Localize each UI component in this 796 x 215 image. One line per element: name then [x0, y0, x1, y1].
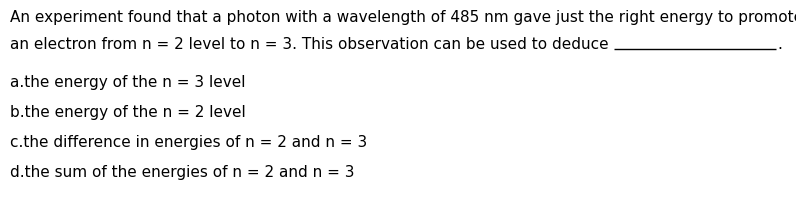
Text: d.the sum of the energies of n = 2 and n = 3: d.the sum of the energies of n = 2 and n…	[10, 165, 354, 180]
Text: a.the energy of the n = 3 level: a.the energy of the n = 3 level	[10, 75, 245, 90]
Text: c.the difference in energies of n = 2 and n = 3: c.the difference in energies of n = 2 an…	[10, 135, 367, 150]
Text: An experiment found that a photon with a wavelength of 485 nm gave just the righ: An experiment found that a photon with a…	[10, 10, 796, 25]
Text: .: .	[777, 37, 782, 52]
Text: b.the energy of the n = 2 level: b.the energy of the n = 2 level	[10, 105, 246, 120]
Text: an electron from n = 2 level to n = 3. This observation can be used to deduce: an electron from n = 2 level to n = 3. T…	[10, 37, 614, 52]
